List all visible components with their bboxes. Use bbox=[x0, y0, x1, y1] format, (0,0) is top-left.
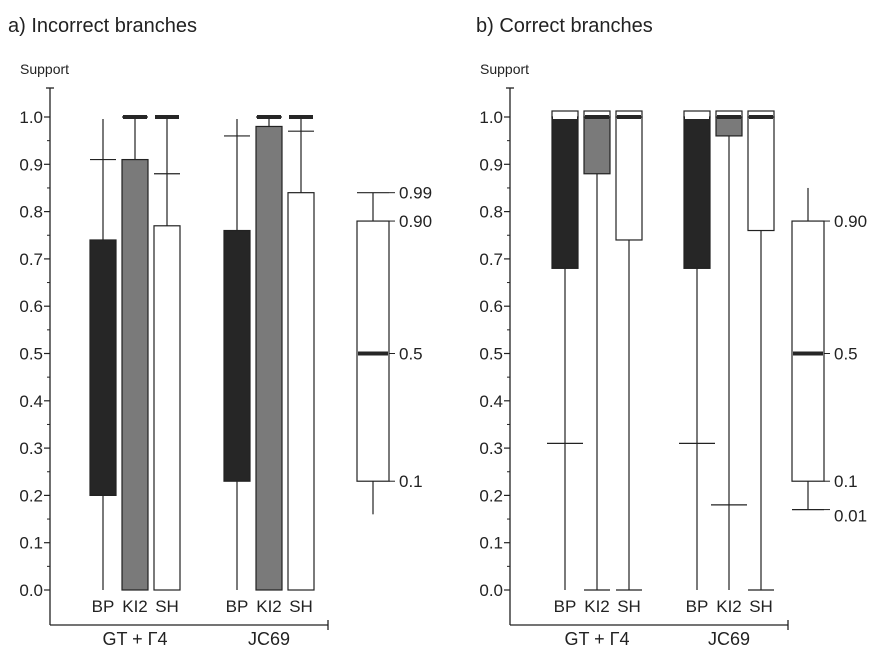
legend-label: 0.1 bbox=[834, 472, 858, 491]
box-ki2 bbox=[715, 116, 743, 137]
y-tick-label: 0.2 bbox=[479, 486, 503, 505]
method-label: BP bbox=[554, 597, 577, 616]
y-tick-label: 1.0 bbox=[19, 108, 43, 127]
method-label: SH bbox=[155, 597, 179, 616]
legend-label: 0.5 bbox=[834, 345, 858, 364]
group-label: GT + Γ4 bbox=[564, 629, 629, 649]
y-tick-label: 0.2 bbox=[19, 486, 43, 505]
y-tick-label: 0.3 bbox=[19, 439, 43, 458]
legend-label: 0.5 bbox=[399, 345, 423, 364]
method-label: KI2 bbox=[584, 597, 610, 616]
legend-label: 0.99 bbox=[399, 184, 432, 203]
y-tick-label: 0.7 bbox=[479, 250, 503, 269]
method-label: KI2 bbox=[716, 597, 742, 616]
y-tick-label: 0.4 bbox=[19, 392, 43, 411]
group-label: JC69 bbox=[708, 629, 750, 649]
y-tick-label: 0.0 bbox=[479, 581, 503, 600]
legend-body bbox=[791, 220, 825, 482]
box-sh bbox=[615, 116, 643, 241]
box-bp bbox=[223, 229, 251, 482]
method-label: BP bbox=[226, 597, 249, 616]
panel-a-y-axis-label: Support bbox=[20, 61, 69, 77]
legend-label: 0.1 bbox=[399, 472, 423, 491]
box-sh bbox=[287, 192, 315, 591]
y-tick-label: 0.1 bbox=[479, 534, 503, 553]
y-tick-label: 0.3 bbox=[479, 439, 503, 458]
method-label: SH bbox=[749, 597, 773, 616]
y-tick-label: 0.8 bbox=[479, 203, 503, 222]
y-tick-label: 0.9 bbox=[479, 155, 503, 174]
y-tick-label: 0.1 bbox=[19, 534, 43, 553]
y-tick-label: 0.6 bbox=[19, 297, 43, 316]
box-bp bbox=[89, 239, 117, 496]
method-label: SH bbox=[617, 597, 641, 616]
box-ki2 bbox=[121, 158, 149, 591]
box-ki2 bbox=[583, 116, 611, 175]
group-label: GT + Γ4 bbox=[102, 629, 167, 649]
legend-label: 0.90 bbox=[399, 212, 432, 231]
panel-a-incorrect-branches: a) Incorrect branches Support 0.0 0.1 0.2 0… bbox=[8, 15, 432, 649]
panel-b-y-axis-label: Support bbox=[480, 61, 529, 77]
method-label: SH bbox=[289, 597, 313, 616]
box-bp bbox=[683, 116, 711, 269]
group-label: JC69 bbox=[248, 629, 290, 649]
box-sh bbox=[747, 116, 775, 232]
y-tick-label: 0.8 bbox=[19, 203, 43, 222]
y-tick-label: 1.0 bbox=[479, 108, 503, 127]
box-bp bbox=[551, 116, 579, 269]
method-label: BP bbox=[92, 597, 115, 616]
box-ki2 bbox=[255, 125, 283, 591]
legend-box: 0.99 0.90 0.5 0.1 bbox=[356, 184, 432, 515]
y-tick-label: 0.7 bbox=[19, 250, 43, 269]
method-label: KI2 bbox=[256, 597, 282, 616]
y-tick-label: 0.5 bbox=[19, 345, 43, 364]
box-sh bbox=[153, 225, 181, 591]
method-label: KI2 bbox=[122, 597, 148, 616]
panel-a-title: a) Incorrect branches bbox=[8, 15, 197, 37]
legend-body bbox=[356, 220, 390, 482]
y-tick-label: 0.9 bbox=[19, 155, 43, 174]
y-tick-label: 0.4 bbox=[479, 392, 503, 411]
y-tick-label: 0.5 bbox=[479, 345, 503, 364]
legend-box: 0.90 0.5 0.1 0.01 bbox=[791, 187, 867, 526]
y-tick-label: 0.0 bbox=[19, 581, 43, 600]
method-label: BP bbox=[686, 597, 709, 616]
legend-label: 0.90 bbox=[834, 212, 867, 231]
legend-label: 0.01 bbox=[834, 507, 867, 526]
y-tick-label: 0.6 bbox=[479, 297, 503, 316]
panel-b-title: b) Correct branches bbox=[476, 15, 653, 37]
panel-b-correct-branches: b) Correct branches Support 0.0 0.1 0.2 0.3… bbox=[476, 15, 867, 649]
